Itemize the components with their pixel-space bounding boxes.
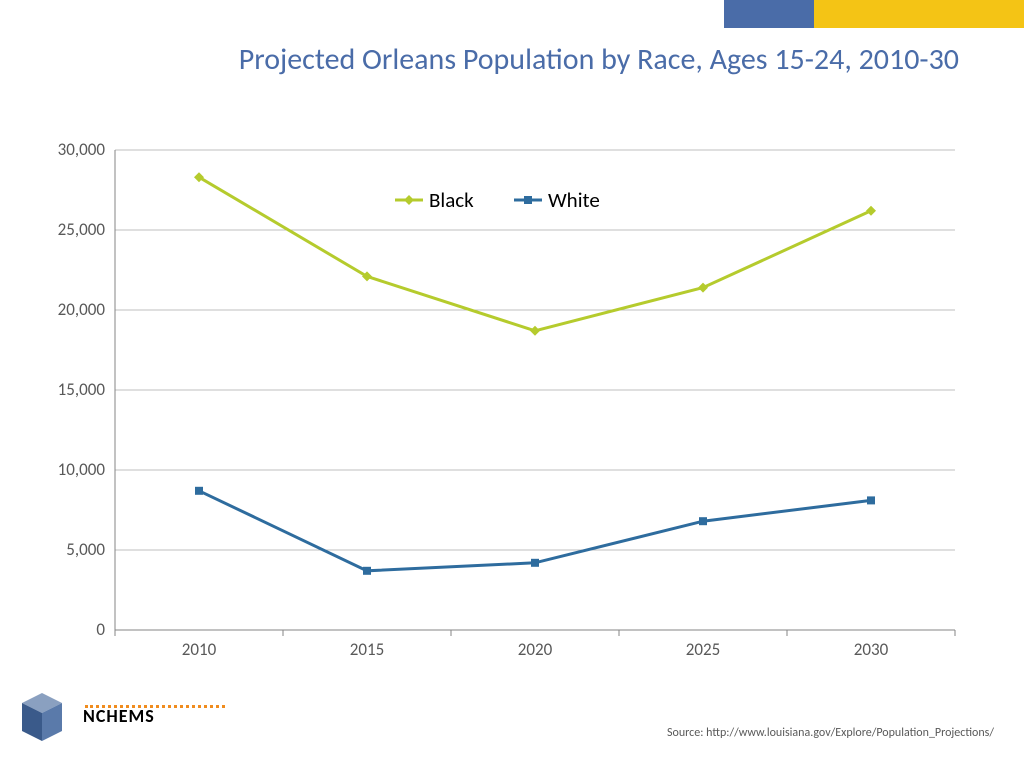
logo-text: NCHEMS bbox=[83, 705, 155, 727]
chart-title: Projected Orleans Population by Race, Ag… bbox=[190, 42, 959, 78]
y-axis-label: 25,000 bbox=[58, 219, 106, 240]
header-bar-blue bbox=[724, 0, 814, 28]
source-text: Source: http://www.louisiana.gov/Explore… bbox=[667, 726, 994, 740]
marker-black bbox=[530, 326, 540, 336]
marker-white bbox=[699, 517, 707, 525]
legend-label: Black bbox=[429, 187, 474, 213]
marker-white bbox=[363, 567, 371, 575]
legend-marker bbox=[404, 195, 414, 205]
y-axis-label: 15,000 bbox=[58, 379, 106, 400]
y-axis-label: 0 bbox=[96, 619, 105, 640]
marker-white bbox=[195, 487, 203, 495]
logo-cube-icon bbox=[10, 683, 75, 748]
chart-svg: 0 5,000 10,000 15,000 20,000 25,000 30,000 201… bbox=[45, 140, 965, 670]
x-axis-label: 2030 bbox=[854, 639, 889, 660]
x-axis-label: 2020 bbox=[518, 639, 553, 660]
y-axis-label: 20,000 bbox=[58, 299, 106, 320]
legend-label: White bbox=[548, 187, 600, 213]
marker-white bbox=[867, 496, 875, 504]
y-axis-label: 30,000 bbox=[58, 140, 106, 160]
y-axis-label: 5,000 bbox=[66, 539, 105, 560]
legend-marker bbox=[524, 196, 532, 204]
header-bars bbox=[724, 0, 1024, 28]
x-axis-label: 2015 bbox=[350, 639, 384, 660]
logo: NCHEMS bbox=[10, 683, 155, 748]
marker-black bbox=[698, 283, 708, 293]
marker-black bbox=[866, 206, 876, 216]
marker-white bbox=[531, 559, 539, 567]
x-axis-label: 2010 bbox=[182, 639, 217, 660]
x-axis-label: 2025 bbox=[686, 639, 720, 660]
y-axis-label: 10,000 bbox=[58, 459, 106, 480]
chart-container: 0 5,000 10,000 15,000 20,000 25,000 30,000 201… bbox=[45, 140, 965, 670]
header-bar-yellow bbox=[814, 0, 1024, 28]
